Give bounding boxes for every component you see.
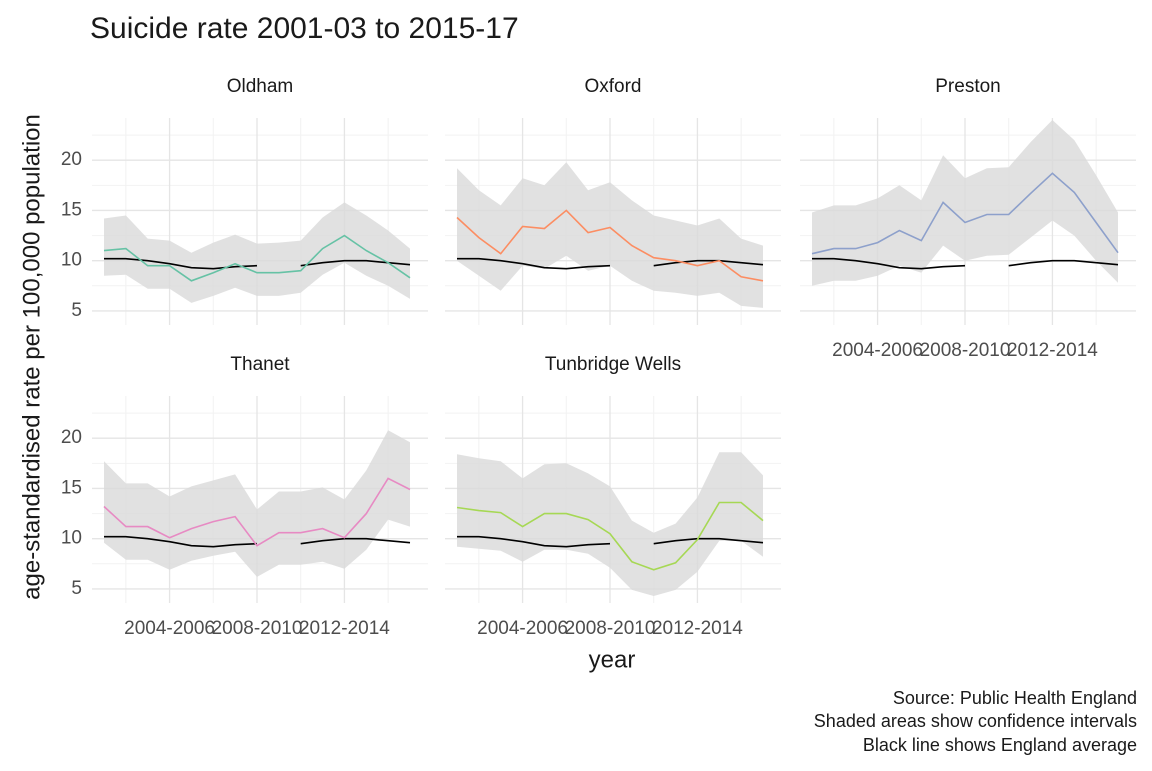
reference-line: [457, 535, 764, 548]
x-tick-label: 2008-2010: [920, 340, 1011, 361]
strip-label: Thanet: [230, 354, 290, 375]
reference-line: [812, 257, 1119, 270]
y-tick-label: 20: [61, 149, 82, 170]
reference-line: [104, 257, 411, 270]
x-tick-label: 2004-2006: [477, 618, 568, 639]
x-tick-label: 2008-2010: [565, 618, 656, 639]
x-tick-label: 2012-2014: [652, 618, 743, 639]
x-tick-label: 2004-2006: [832, 340, 923, 361]
y-tick-label: 5: [71, 300, 82, 321]
y-axis-label: age-standardised rate per 100,000 popula…: [18, 114, 45, 600]
line: [811, 172, 1119, 255]
x-axis-label: year: [589, 646, 636, 673]
caption: Shaded areas show confidence intervals: [814, 711, 1137, 731]
caption: Source: Public Health England: [893, 688, 1137, 708]
x-tick-label: 2012-2014: [1007, 340, 1098, 361]
strip-label: Tunbridge Wells: [545, 354, 681, 375]
confidence-ribbon: [104, 202, 410, 303]
strip-label: Oxford: [584, 76, 641, 97]
y-tick-label: 10: [61, 250, 82, 271]
y-tick-label: 15: [61, 477, 82, 498]
strip-label: Preston: [935, 76, 1000, 97]
line: [456, 501, 764, 571]
line: [103, 477, 411, 547]
y-tick-label: 5: [71, 578, 82, 599]
confidence-ribbon: [457, 162, 763, 308]
x-tick-label: 2012-2014: [299, 618, 390, 639]
caption: Black line shows England average: [863, 735, 1137, 755]
confidence-ribbon: [812, 120, 1118, 286]
x-tick-label: 2004-2006: [124, 618, 215, 639]
y-tick-label: 10: [61, 528, 82, 549]
confidence-ribbon: [457, 452, 763, 596]
y-tick-label: 20: [61, 427, 82, 448]
chart-title: Suicide rate 2001-03 to 2015-17: [90, 12, 519, 45]
strip-label: Oldham: [227, 76, 294, 97]
y-tick-label: 15: [61, 199, 82, 220]
reference-line: [457, 257, 764, 270]
x-tick-label: 2008-2010: [212, 618, 303, 639]
line: [456, 209, 764, 282]
reference-line: [104, 535, 411, 548]
line: [103, 234, 411, 282]
